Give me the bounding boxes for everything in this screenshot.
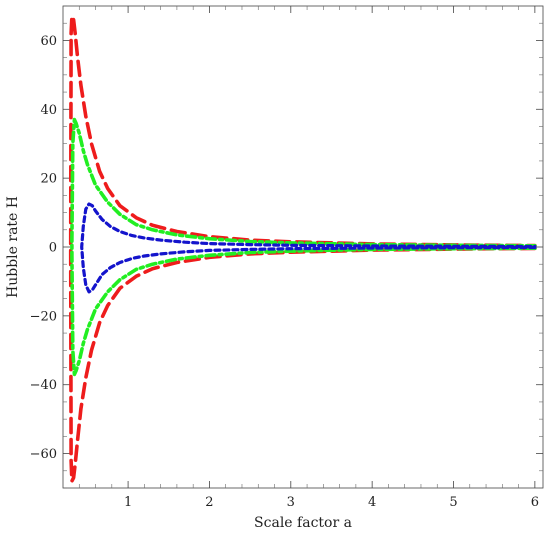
y-tick-label: 60 <box>40 34 57 49</box>
x-tick-label: 6 <box>531 495 539 510</box>
x-tick-label: 5 <box>449 495 457 510</box>
x-tick-label: 4 <box>368 495 376 510</box>
series-line <box>80 202 537 294</box>
x-tick-label: 1 <box>124 495 132 510</box>
y-tick-label: 40 <box>40 103 57 118</box>
x-tick-label: 2 <box>205 495 213 510</box>
y-tick-label: −60 <box>30 447 57 462</box>
series-2 <box>80 202 537 294</box>
series-line <box>68 14 537 483</box>
series-line <box>70 117 537 377</box>
y-tick-label: −40 <box>30 378 57 393</box>
y-axis-label: Hubble rate H <box>5 196 21 298</box>
y-tick-label: 20 <box>40 172 57 187</box>
x-tick-label: 3 <box>287 495 295 510</box>
y-tick-label: 0 <box>49 241 57 256</box>
series-0 <box>68 14 537 483</box>
series-1 <box>70 117 537 377</box>
x-axis-label: Scale factor a <box>254 515 352 531</box>
y-tick-label: −20 <box>30 309 57 324</box>
